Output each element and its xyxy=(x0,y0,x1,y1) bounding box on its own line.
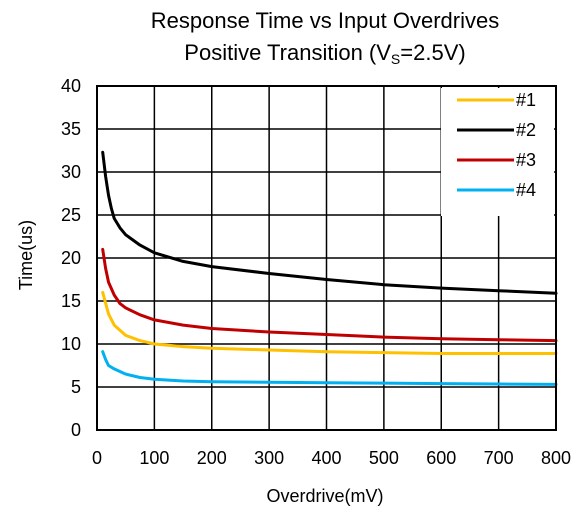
series-line-1 xyxy=(101,290,558,355)
y-tick-label-0: 0 xyxy=(71,420,81,440)
y-tick-label-1: 5 xyxy=(71,377,81,397)
x-tick-label-8: 800 xyxy=(541,448,571,468)
x-tick-label-6: 600 xyxy=(426,448,456,468)
y-axis-label: Time(us) xyxy=(16,220,36,290)
series-line-2 xyxy=(101,150,558,295)
y-tick-label-8: 40 xyxy=(61,76,81,96)
series-group xyxy=(101,150,558,386)
legend-label-2: #2 xyxy=(516,120,536,140)
x-axis-label: Overdrive(mV) xyxy=(266,486,383,506)
y-tick-label-5: 25 xyxy=(61,205,81,225)
series-line-3 xyxy=(101,247,558,343)
legend-label-1: #1 xyxy=(516,90,536,110)
y-tick-label-2: 10 xyxy=(61,334,81,354)
chart-title-line2: Positive Transition (VS=2.5V) xyxy=(184,40,465,67)
series-line-4 xyxy=(101,350,558,386)
x-tick-label-3: 300 xyxy=(254,448,284,468)
y-tick-label-4: 20 xyxy=(61,248,81,268)
legend-label-4: #4 xyxy=(516,180,536,200)
x-tick-label-2: 200 xyxy=(197,448,227,468)
x-tick-label-7: 700 xyxy=(484,448,514,468)
legend-label-3: #3 xyxy=(516,150,536,170)
y-tick-labels: 0 5 10 15 20 25 30 35 40 xyxy=(61,76,81,440)
x-tick-labels: 0 100 200 300 400 500 600 700 800 xyxy=(92,448,571,468)
x-tick-label-4: 400 xyxy=(311,448,341,468)
y-tick-label-7: 35 xyxy=(61,119,81,139)
x-tick-label-5: 500 xyxy=(369,448,399,468)
legend-box xyxy=(441,88,554,216)
legend: #1 #2 #3 #4 xyxy=(441,88,554,216)
plot-frame xyxy=(96,85,557,431)
chart-title-line1: Response Time vs Input Overdrives xyxy=(151,8,499,33)
y-tick-label-3: 15 xyxy=(61,291,81,311)
x-tick-label-1: 100 xyxy=(139,448,169,468)
y-tick-label-6: 30 xyxy=(61,162,81,182)
x-tick-label-0: 0 xyxy=(92,448,102,468)
